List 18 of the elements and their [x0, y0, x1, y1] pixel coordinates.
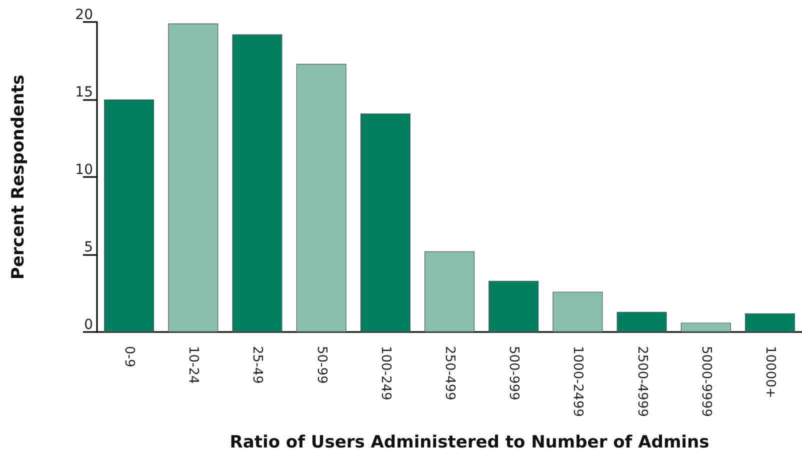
x-tick-label: 250-499: [442, 346, 457, 400]
x-tick-label: 10000+: [762, 346, 778, 398]
x-tick-label: 100-249: [378, 346, 393, 400]
x-tick-label: 25-49: [250, 346, 265, 384]
x-tick-label: 500-999: [506, 346, 522, 400]
y-tick-label: 5: [84, 240, 93, 256]
y-tick-label: 20: [75, 7, 93, 23]
y-tick-label: 10: [75, 162, 93, 178]
x-tick-label: 1000-2499: [570, 346, 586, 417]
y-tick-label: 0: [84, 317, 93, 333]
x-tick-label: 0-9: [122, 346, 137, 368]
x-axis-title: Ratio of Users Administered to Number of Admins: [230, 432, 710, 452]
y-tick-label: 15: [75, 84, 93, 100]
x-tick-label: 50-99: [314, 346, 329, 384]
y-axis-title: Percent Respondents: [8, 74, 28, 280]
x-tick-label: 2500-4999: [634, 346, 650, 417]
x-tick-label: 5000-9999: [698, 346, 714, 417]
x-tick-label: 10-24: [186, 346, 201, 384]
